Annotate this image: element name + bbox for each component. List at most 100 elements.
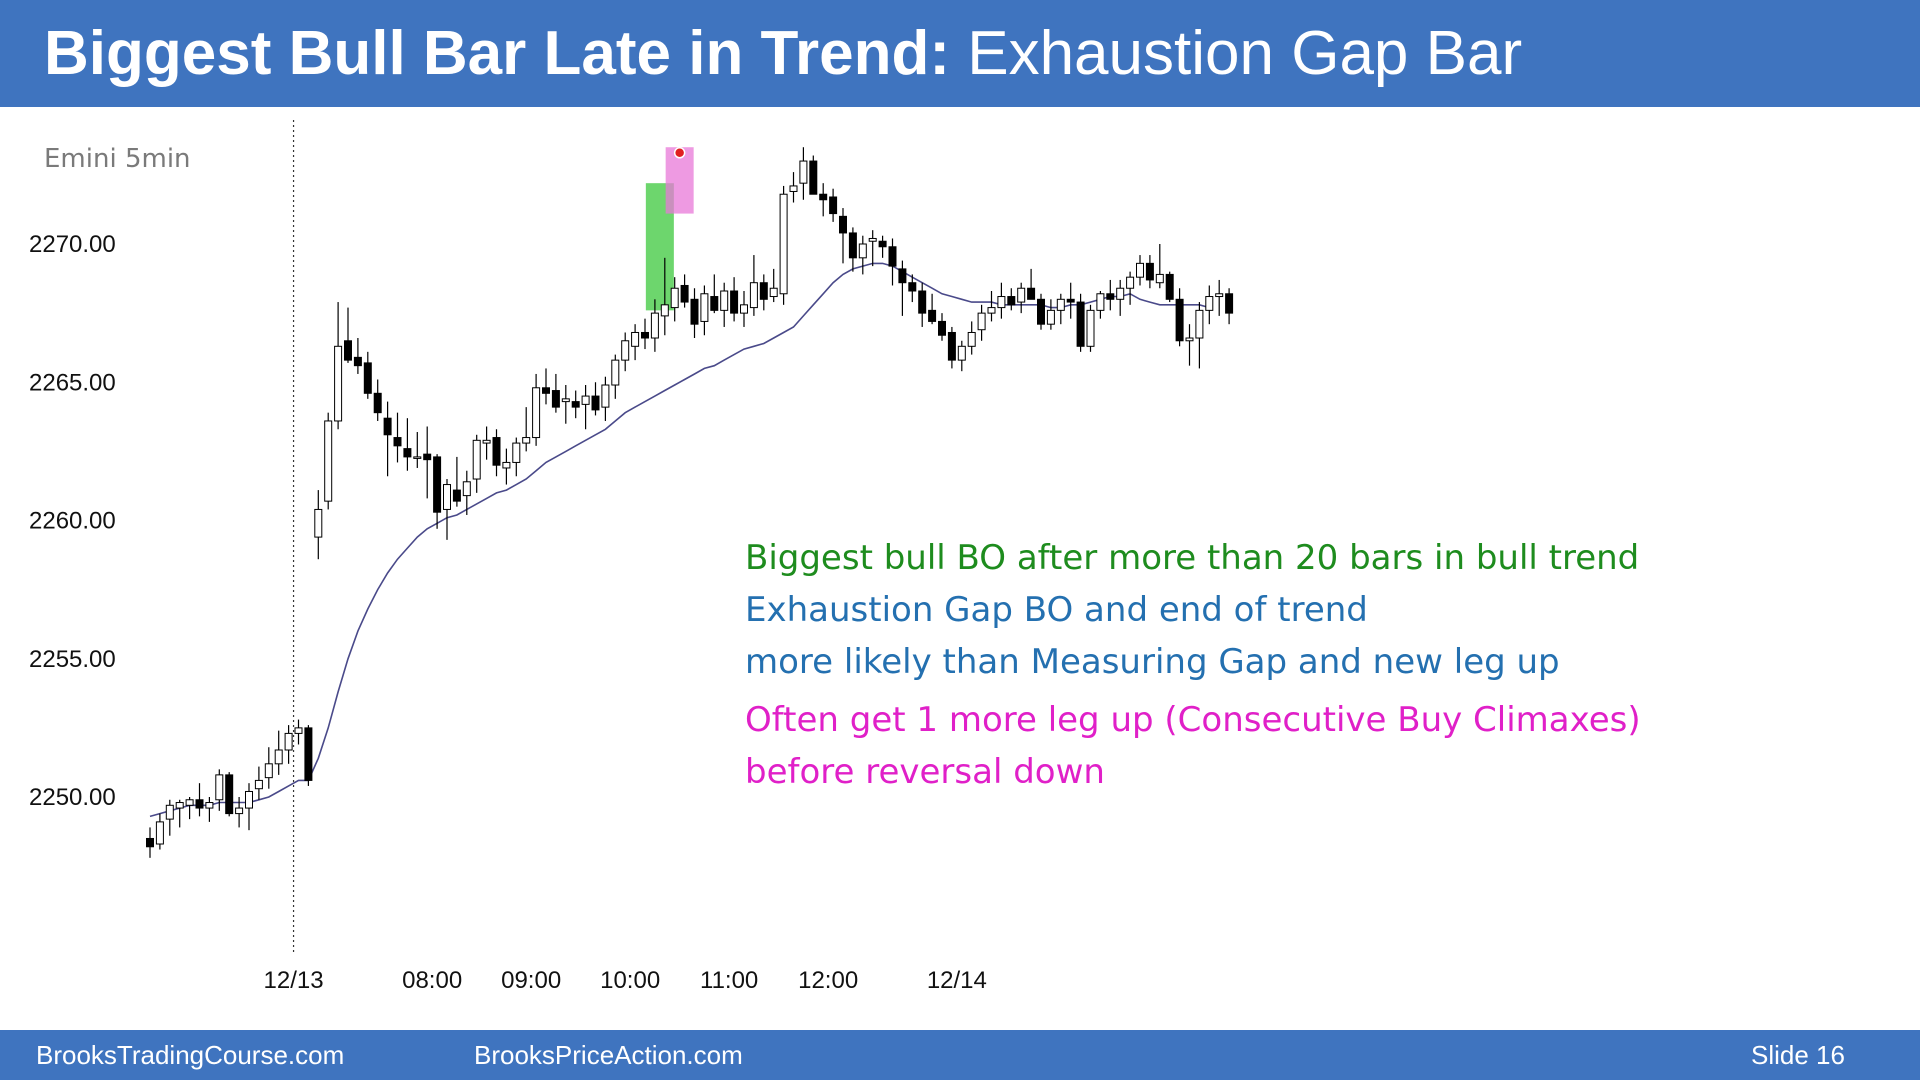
candle-bear [304,727,313,781]
candle-bull [868,237,877,242]
candle-bull [1195,309,1204,339]
candle-bear [433,456,442,513]
x-tick-label: 12/13 [264,967,324,994]
candle-bull [264,763,273,779]
candle-bull [660,304,669,317]
candle-bull [789,185,798,192]
y-tick-label: 2250.00 [29,784,116,811]
candle-bear [898,268,907,284]
x-tick-label: 12:00 [798,967,858,994]
candle-bull [769,287,778,298]
footer-link-brookstradingcourse[interactable]: BrooksTradingCourse.com [36,1040,345,1070]
candle-bear [403,448,412,458]
slide-title: Biggest Bull Bar Late in Trend: Exhausti… [44,16,1522,92]
candle-bull [670,287,679,309]
candle-bull [165,804,174,820]
candle-bull [314,508,323,538]
note-line-5: before reversal down [745,752,1105,792]
candle-bull [561,398,570,403]
candle-bear [1066,298,1075,303]
candle-bull [245,790,253,809]
candle-bull [720,290,729,311]
candle-bull [1205,296,1214,311]
candle-bull [522,437,531,444]
candle-bear [344,340,352,361]
candle-bear [1076,301,1085,347]
note-line-3: more likely than Measuring Gap and new l… [745,642,1560,682]
candles-layer [146,147,1234,858]
candle-bear [908,282,917,292]
candle-bear [918,290,927,314]
x-tick-label: 11:00 [700,967,758,994]
candle-bull [1126,276,1135,289]
candle-bear [353,356,362,367]
candle-bear [947,331,956,361]
candle-bull [631,331,640,347]
candle-bull [1096,293,1105,311]
candle-bull [1185,337,1194,342]
candle-bull [274,749,283,765]
candle-bear [363,362,372,394]
candle-bull [1017,287,1026,303]
moving-average-line [149,262,1210,818]
candle-bull [1086,309,1095,347]
candle-bull [700,293,709,322]
candle-bear [542,387,550,394]
candle-bear [393,437,402,447]
x-axis: 12/13 08:00 09:00 10:00 11:00 12:00 12/14 [264,967,987,994]
candle-bear [839,215,847,234]
candle-bull [621,340,630,361]
candle-bull [1155,273,1164,284]
candle-bear [680,284,689,303]
candle-bull [1215,293,1224,298]
candle-bear [848,232,857,259]
x-tick-label: 09:00 [501,967,561,994]
y-tick-label: 2270.00 [29,231,116,258]
candle-bull [324,420,333,502]
y-tick-label: 2255.00 [29,646,116,673]
candle-bull [472,439,481,480]
candle-bull [462,481,471,497]
candle-bear [195,799,204,809]
candle-bull [987,307,996,314]
highlight-layer [645,147,694,311]
candle-bear [1175,298,1184,342]
candle-bull [532,387,541,439]
candle-bull [185,799,194,806]
candle-bull [294,727,303,734]
candle-bull [284,732,293,751]
candle-bull [413,456,422,459]
y-tick-label: 2260.00 [29,508,116,535]
candle-bear [928,309,937,322]
candle-bull [443,484,451,510]
candle-bear [551,390,560,408]
footer-link-brookspriceaction[interactable]: BrooksPriceAction.com [474,1040,743,1070]
candle-bull [502,461,511,469]
candle-bear [878,240,887,248]
candle-bear [938,320,946,336]
candle-bear [1037,298,1045,325]
candle-bear [690,298,699,325]
candle-bear [888,246,897,267]
signal-marker [673,147,686,159]
candle-bull [611,359,620,386]
x-tick-label: 12/14 [927,967,987,994]
candle-bear [146,837,154,848]
candle-bear [1106,293,1115,300]
candle-bull [235,807,244,815]
candle-bear [373,392,382,414]
candle-bear [383,417,392,436]
candle-bear [571,401,580,408]
y-tick-label: 2265.00 [29,369,116,396]
candle-bear [423,453,432,461]
candle-bull [254,779,263,790]
candle-bear [641,331,649,339]
note-line-2: Exhaustion Gap BO and end of trend [745,590,1368,630]
candle-bull [740,304,748,314]
candle-bull [512,442,521,463]
note-line-1: Biggest bull BO after more than 20 bars … [745,538,1640,578]
candle-bull [1056,298,1065,311]
candle-bear [809,160,818,195]
candle-bear [1145,262,1154,281]
candle-bull [799,160,808,184]
